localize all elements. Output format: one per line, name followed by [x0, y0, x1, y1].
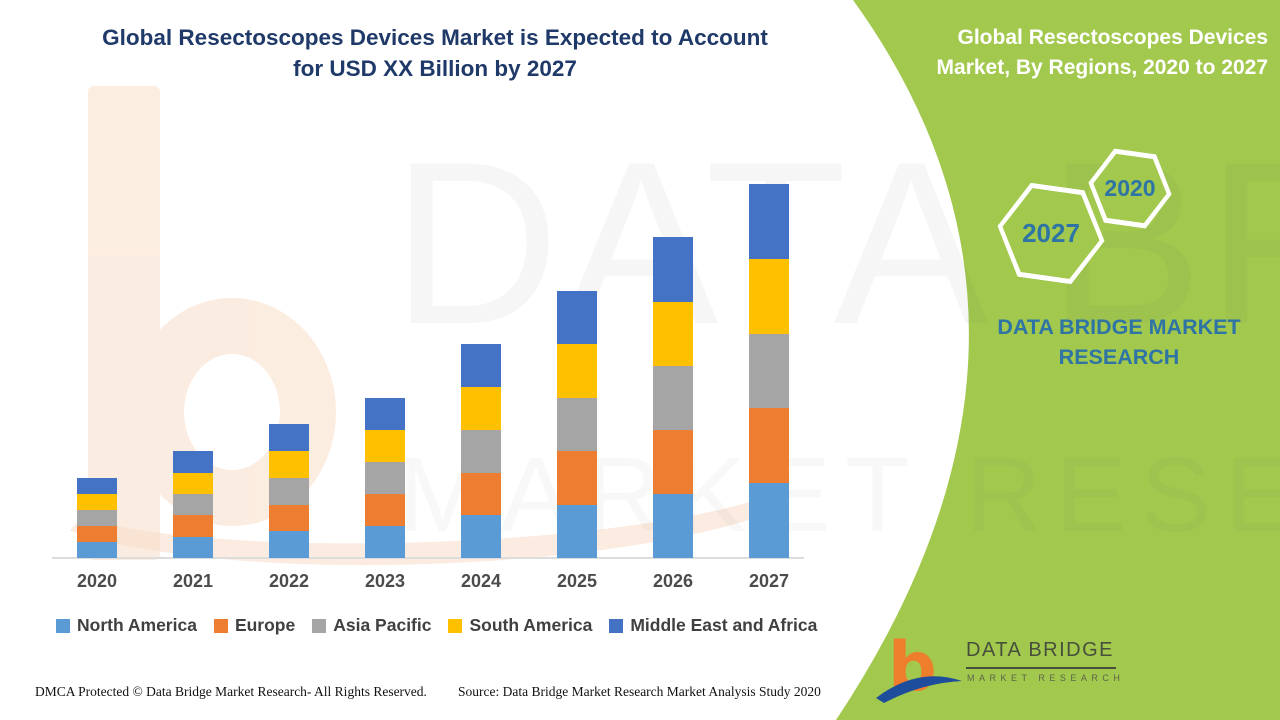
bar-segment-2024-north-america — [461, 515, 501, 558]
side-panel-title-line1: Global Resectoscopes Devices — [957, 26, 1268, 49]
logo-divider-line — [966, 667, 1116, 669]
bar-segment-2021-south-america — [173, 472, 213, 494]
page-title-line1: Global Resectoscopes Devices Market is E… — [102, 25, 768, 50]
logo-company-subtitle: MARKET RESEARCH — [967, 673, 1125, 683]
bar-segment-2021-asia-pacific — [173, 493, 213, 516]
bar-segment-2024-europe — [461, 472, 501, 516]
legend-item-asia-pacific: Asia Pacific — [312, 615, 431, 636]
x-axis-label-2027: 2027 — [748, 571, 790, 591]
footer-source-text: Source: Data Bridge Market Research Mark… — [458, 684, 821, 699]
bar-segment-2027-north-america — [749, 483, 789, 558]
x-axis-label-2024: 2024 — [460, 571, 502, 591]
bar-segment-2020-south-america — [77, 493, 117, 510]
bar-segment-2026-asia-pacific — [653, 365, 693, 430]
hexagon-year-label: 2020 — [1104, 175, 1156, 201]
bar-segment-2020-north-america — [77, 541, 117, 558]
logo-swoosh — [876, 676, 962, 703]
legend-swatch-north-america — [56, 618, 70, 633]
bar-segment-2025-middle-east-and-africa — [557, 290, 597, 345]
bar-segment-2022-europe — [269, 504, 309, 532]
bar-segment-2027-middle-east-and-africa — [749, 184, 789, 259]
bar-segment-2022-middle-east-and-africa — [269, 424, 309, 452]
logo-company-name: DATA BRIDGE — [966, 639, 1115, 661]
legend-swatch-europe — [213, 618, 228, 633]
bar-segment-2020-asia-pacific — [77, 509, 117, 526]
legend-swatch-asia-pacific — [312, 618, 327, 633]
bar-segment-2023-europe — [365, 493, 405, 526]
bar-segment-2021-north-america — [173, 536, 213, 558]
page-title-line2: for USD XX Billion by 2027 — [293, 56, 577, 81]
x-axis-label-2025: 2025 — [556, 571, 598, 591]
bar-segment-2023-north-america — [365, 525, 405, 558]
bar-segment-2024-asia-pacific — [461, 429, 501, 473]
bar-segment-2021-europe — [173, 515, 213, 537]
bar-segment-2023-asia-pacific — [365, 461, 405, 494]
bar-segment-2023-middle-east-and-africa — [365, 397, 405, 430]
chart-legend: North America Europe Asia Pacific South Ame… — [56, 615, 817, 636]
bar-segment-2027-europe — [749, 408, 789, 484]
bar-segment-2020-middle-east-and-africa — [77, 477, 117, 494]
legend-swatch-middle-east-and-africa — [609, 618, 624, 633]
legend-label-south-america: South America — [469, 615, 593, 635]
bar-segment-2027-asia-pacific — [749, 333, 789, 409]
side-panel-title: Global Resectoscopes Devices Market, By … — [878, 23, 1268, 83]
x-axis-label-2020: 2020 — [76, 571, 118, 591]
legend-label-europe: Europe — [234, 615, 296, 635]
x-axis-label-2022: 2022 — [268, 571, 310, 591]
bar-segment-2021-middle-east-and-africa — [173, 451, 213, 473]
brand-wordmark-line1: DATA BRIDGE MARKET — [997, 315, 1241, 339]
legend-label-north-america: North America — [77, 615, 197, 635]
company-logo: b DATA BRIDGE MARKET RESEARCH — [872, 628, 1132, 712]
legend-label-asia-pacific: Asia Pacific — [333, 615, 432, 635]
bar-segment-2024-middle-east-and-africa — [461, 344, 501, 388]
bar-segment-2026-south-america — [653, 301, 693, 366]
bar-segment-2025-asia-pacific — [557, 397, 597, 452]
brand-wordmark: DATA BRIDGE MARKET RESEARCH — [946, 312, 1280, 372]
legend-item-north-america: North America — [56, 615, 197, 636]
page-title: Global Resectoscopes Devices Market is E… — [55, 22, 815, 84]
bar-segment-2022-north-america — [269, 531, 309, 558]
x-axis-line — [52, 557, 804, 559]
footer-dmca-text: DMCA Protected © Data Bridge Market Rese… — [35, 684, 427, 699]
bar-segment-2027-south-america — [749, 258, 789, 334]
legend-item-south-america: South America — [448, 615, 592, 636]
x-axis-label-2023: 2023 — [364, 571, 406, 591]
legend-item-europe: Europe — [213, 615, 296, 636]
x-axis-label-2021: 2021 — [172, 571, 214, 591]
hexagon-badge-2020: 2020 — [1083, 146, 1177, 232]
side-panel-title-line2: Market, By Regions, 2020 to 2027 — [936, 56, 1268, 79]
bar-segment-2022-south-america — [269, 451, 309, 478]
brand-wordmark-line2: RESEARCH — [1058, 345, 1180, 369]
bar-segment-2020-europe — [77, 525, 117, 542]
legend-item-middle-east-and-africa: Middle East and Africa — [609, 615, 817, 636]
bar-segment-2022-asia-pacific — [269, 477, 309, 505]
bar-segment-2026-north-america — [653, 493, 693, 558]
logo-b-icon: b — [876, 628, 962, 707]
bar-segment-2026-middle-east-and-africa — [653, 237, 693, 302]
bar-segment-2025-europe — [557, 451, 597, 505]
bar-segment-2024-south-america — [461, 387, 501, 430]
legend-swatch-south-america — [448, 618, 463, 633]
bar-segment-2025-north-america — [557, 504, 597, 558]
bar-segment-2025-south-america — [557, 344, 597, 398]
bar-segment-2026-europe — [653, 429, 693, 494]
x-axis-label-2026: 2026 — [652, 571, 694, 591]
green-panel-shape — [836, 0, 1280, 720]
legend-label-middle-east-and-africa: Middle East and Africa — [630, 615, 818, 635]
bar-segment-2023-south-america — [365, 429, 405, 462]
